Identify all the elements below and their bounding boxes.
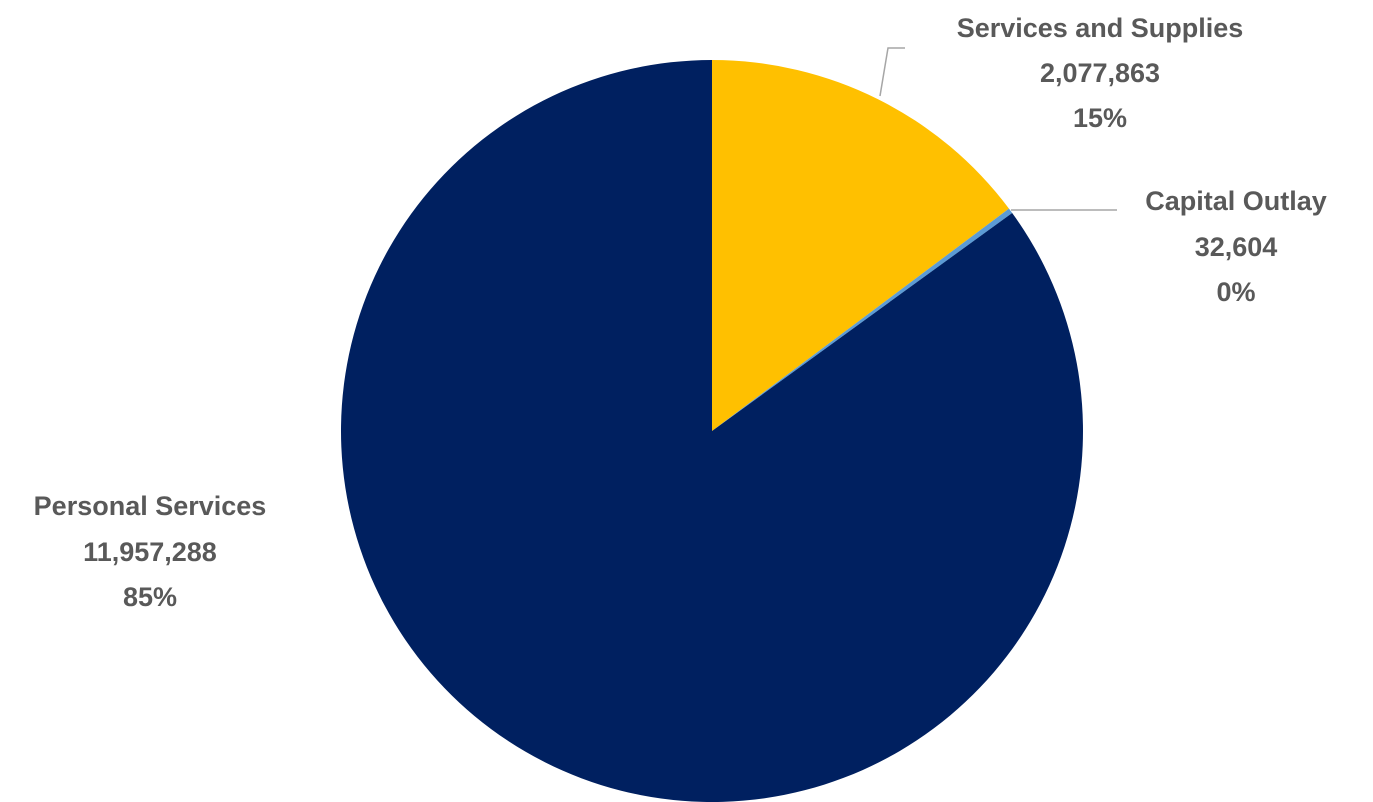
services-and-supplies-category: Services and Supplies <box>957 13 1244 43</box>
pie-slice-services-and-supplies <box>712 60 1009 431</box>
capital-outlay-category: Capital Outlay <box>1145 186 1327 216</box>
personal-services-label: Personal Services 11,957,288 85% <box>34 491 267 612</box>
pie-slice-capital-outlay <box>712 208 1013 431</box>
services-and-supplies-label: Services and Supplies 2,077,863 15% <box>957 13 1244 133</box>
services-and-supplies-percent: 15% <box>1073 103 1127 133</box>
services-and-supplies-value: 2,077,863 <box>1040 58 1160 88</box>
slices-layer <box>341 60 1083 802</box>
personal-services-percent: 85% <box>123 582 177 612</box>
capital-outlay-percent: 0% <box>1216 277 1255 307</box>
personal-services-category: Personal Services <box>34 491 267 521</box>
leader-lines-layer <box>879 47 1117 211</box>
personal-services-value: 11,957,288 <box>83 537 217 567</box>
capital-outlay-label: Capital Outlay 32,604 0% <box>1145 186 1327 307</box>
services-and-supplies-leader-line <box>879 47 905 97</box>
pie-slice-personal-services <box>341 60 1083 802</box>
capital-outlay-value: 32,604 <box>1195 232 1278 262</box>
